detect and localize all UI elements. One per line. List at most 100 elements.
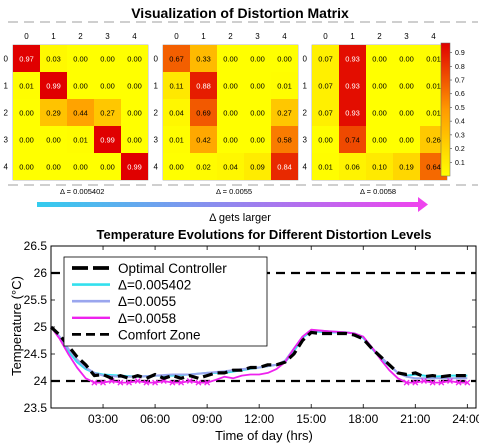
heatmap-cell xyxy=(94,99,121,126)
heatmap-row-label: 2 xyxy=(154,109,159,118)
heatmap-cell xyxy=(13,99,40,126)
delta-arrow-head xyxy=(418,197,428,212)
heatmap-cell-value: 0.64 xyxy=(426,163,441,172)
legend-label: Comfort Zone xyxy=(118,327,201,342)
heatmap-col-label: 2 xyxy=(228,32,233,41)
heatmap-cell-value: 0.00 xyxy=(223,136,238,145)
heatmap-cell-value: 0.00 xyxy=(19,163,34,172)
heatmap-col-label: 1 xyxy=(350,32,355,41)
heatmap-cell-value: 0.00 xyxy=(100,55,115,64)
heatmap-cell xyxy=(366,72,393,99)
heatmap-cell xyxy=(190,45,217,72)
distortion-matrix-panel: Visualization of Distortion Matrix 0 1 2 3 4… xyxy=(4,5,478,224)
heatmap-cell xyxy=(121,126,148,153)
heatmap-col-label: 2 xyxy=(78,32,83,41)
heatmap-cell-value: 0.00 xyxy=(127,55,142,64)
heatmap-cell-value: 0.00 xyxy=(46,163,61,172)
heatmap-cell xyxy=(40,126,67,153)
colorbar-tick-label: 0.9 xyxy=(455,50,465,57)
y-tick-label: 23.5 xyxy=(24,401,48,415)
heatmap-cell xyxy=(13,45,40,72)
heatmap-cell-value: 0.84 xyxy=(277,163,292,172)
heatmap-cell xyxy=(121,153,148,180)
heatmap-cell xyxy=(393,99,420,126)
heatmap-cell-value: 0.00 xyxy=(100,82,115,91)
delta-arrow xyxy=(37,197,428,212)
heatmap-cell-value: 0.00 xyxy=(223,109,238,118)
x-tick-label: 18:00 xyxy=(348,412,378,426)
series-marker xyxy=(178,379,185,386)
heatmap-cell-value: 0.69 xyxy=(196,109,211,118)
heatmap-cell-value: 0.01 xyxy=(426,55,441,64)
colorbar-tick-label: 0.6 xyxy=(455,91,465,98)
heatmap-cell xyxy=(163,126,190,153)
heatmap-col-label: 4 xyxy=(282,32,287,41)
heatmap-cell-value: 0.00 xyxy=(127,136,142,145)
heatmap-cell-value: 0.27 xyxy=(277,109,292,118)
heatmap-cell-value: 0.74 xyxy=(345,136,360,145)
heatmap-cell xyxy=(163,72,190,99)
heatmap-cell-value: 0.99 xyxy=(46,82,61,91)
heatmap-cell-value: 0.00 xyxy=(250,136,265,145)
heatmap-cell-value: 0.09 xyxy=(250,163,265,172)
delta-label-1: Δ = 0.005402 xyxy=(60,187,104,196)
colorbar-tick-label: 0.2 xyxy=(455,146,465,153)
heatmap-cell xyxy=(217,153,244,180)
heatmap-cell-value: 0.00 xyxy=(250,82,265,91)
heatmap-row-label: 3 xyxy=(303,136,308,145)
heatmap-cell xyxy=(67,72,94,99)
x-tick-label: 21:00 xyxy=(400,412,430,426)
heatmap-cell-value: 0.07 xyxy=(318,82,333,91)
heatmap-cell xyxy=(190,99,217,126)
heatmap-cell xyxy=(121,72,148,99)
series-line-3 xyxy=(50,326,468,384)
heatmap-cell xyxy=(163,99,190,126)
heatmap-cell xyxy=(217,99,244,126)
heatmap-cell-value: 0.00 xyxy=(127,82,142,91)
heatmap-col-label: 0 xyxy=(24,32,29,41)
heatmap-cell xyxy=(67,45,94,72)
heatmap-cell-value: 0.00 xyxy=(399,55,414,64)
heatmap-cell-value: 0.07 xyxy=(318,109,333,118)
heatmap-cell-value: 0.04 xyxy=(223,163,238,172)
legend-label: Optimal Controller xyxy=(118,261,227,276)
heatmap-cell-value: 0.88 xyxy=(196,82,211,91)
heatmap-row-label: 1 xyxy=(303,82,308,91)
heatmap-cell xyxy=(217,72,244,99)
series-marker xyxy=(420,378,427,384)
heatmap-cell xyxy=(271,126,298,153)
heatmap-cell xyxy=(244,72,271,99)
heatmap-cell-value: 0.00 xyxy=(399,109,414,118)
y-axis-label: Temperature (°C) xyxy=(9,276,24,376)
heatmap-col-label: 3 xyxy=(404,32,409,41)
heatmap-cell xyxy=(393,72,420,99)
series-marker xyxy=(403,379,410,386)
colorbar-tick-label: 0.8 xyxy=(455,64,465,71)
heatmap-cell-value: 0.19 xyxy=(399,163,414,172)
heatmap-cell xyxy=(312,126,339,153)
heatmap-cell-value: 0.99 xyxy=(100,136,115,145)
heatmap-cell xyxy=(312,72,339,99)
heatmap-cell-value: 0.29 xyxy=(46,109,61,118)
series-marker xyxy=(412,379,419,386)
heatmaps: 0 1 2 3 4 0 1 2 3 4 0.97 0.03 0.00 0.00 0.00 0.01 0.99 0.… xyxy=(4,32,448,181)
heatmap-cell-value: 0.00 xyxy=(223,82,238,91)
heatmap-cell-value: 0.26 xyxy=(426,136,441,145)
heatmap-cell xyxy=(121,99,148,126)
heatmap-cell xyxy=(339,153,366,180)
legend-label: Δ=0.005402 xyxy=(118,278,191,293)
heatmap-cell xyxy=(67,126,94,153)
heatmap-cell-value: 0.06 xyxy=(345,163,360,172)
heatmap-row-label: 2 xyxy=(303,109,308,118)
series-marker xyxy=(143,379,150,386)
colorbar: 0.9 0.8 0.7 0.6 0.5 0.4 0.3 0.2 0.1 xyxy=(440,42,465,177)
series-marker xyxy=(195,379,202,386)
heatmap-row-label: 0 xyxy=(154,55,159,64)
heatmap-cell-value: 0.00 xyxy=(19,136,34,145)
heatmap-row-label: 2 xyxy=(4,109,9,118)
heatmap-cell-value: 0.00 xyxy=(250,55,265,64)
heatmap-col-label: 3 xyxy=(255,32,260,41)
heatmap-cell-value: 0.10 xyxy=(372,163,387,172)
heatmap-cell-value: 0.01 xyxy=(19,82,34,91)
heatmap-title: Visualization of Distortion Matrix xyxy=(131,5,349,21)
